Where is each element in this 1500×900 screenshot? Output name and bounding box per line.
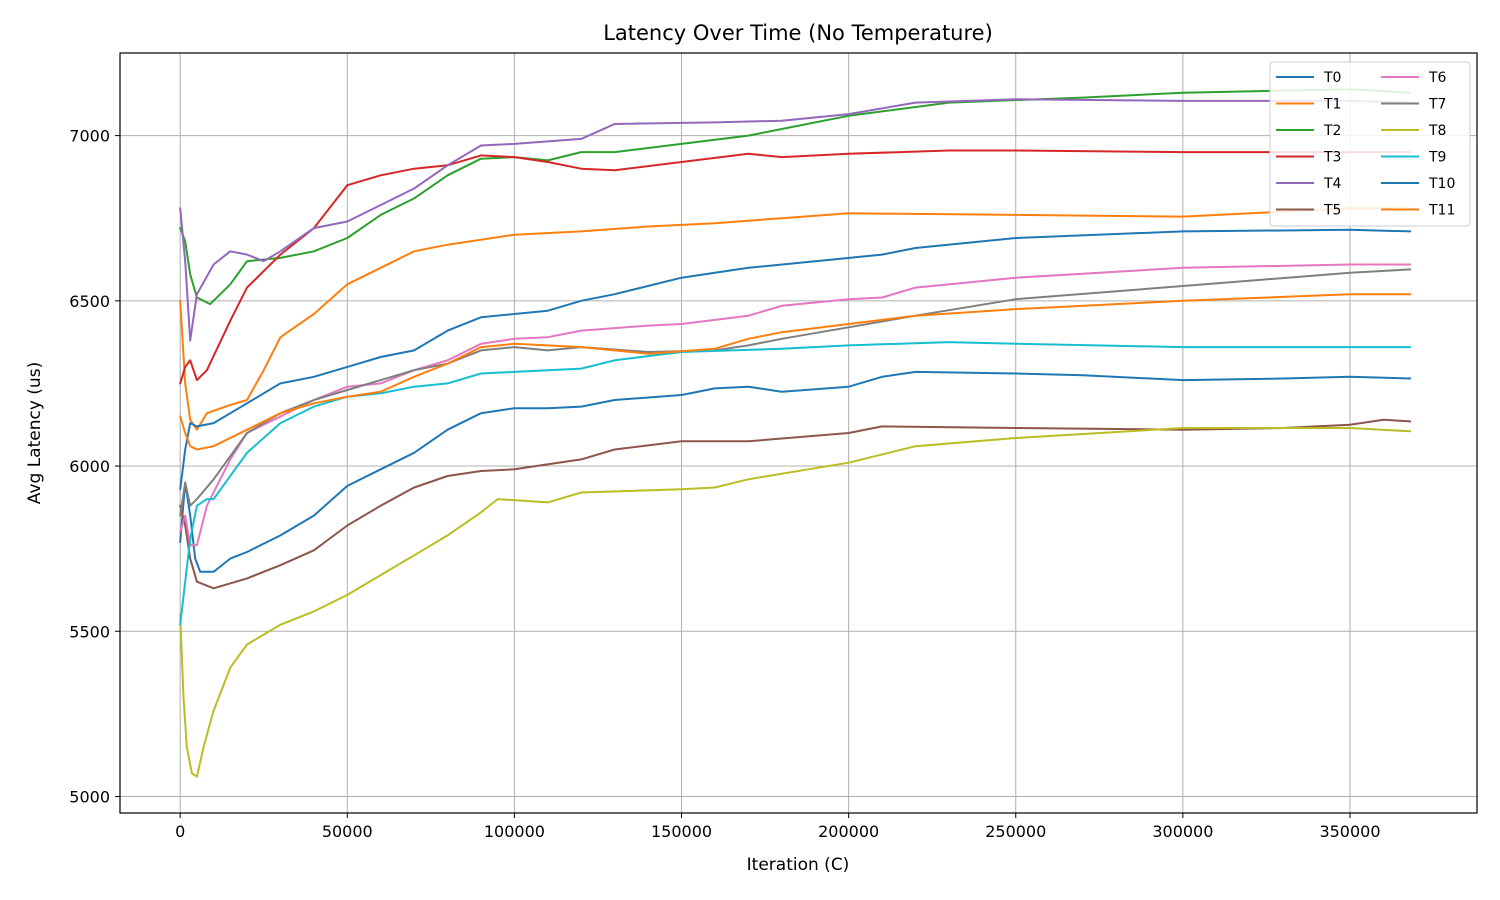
series-line-t0 — [179, 370, 1412, 573]
y-tick-label: 5500 — [69, 622, 110, 641]
series-line-t7 — [179, 268, 1412, 517]
series-line-t11 — [179, 293, 1412, 451]
x-tick-label: 100000 — [484, 822, 545, 841]
chart-title: Latency Over Time (No Temperature) — [603, 21, 993, 45]
legend-label-t6: T6 — [1428, 70, 1447, 86]
legend-label-t10: T10 — [1428, 176, 1455, 192]
series-line-t1 — [179, 207, 1412, 431]
legend-label-t4: T4 — [1323, 176, 1342, 192]
series-line-t2 — [179, 88, 1412, 306]
series-lines — [179, 88, 1412, 778]
series-line-t10 — [179, 228, 1412, 491]
legend: T0 T1 T2 T3 T4 T5 T6 T7 T8 T9 T10 T11 — [1269, 61, 1471, 227]
legend-label-t2: T2 — [1323, 123, 1341, 139]
series-line-t5 — [179, 418, 1412, 590]
series-line-t4 — [179, 98, 1412, 342]
legend-label-t1: T1 — [1323, 97, 1341, 113]
legend-label-t5: T5 — [1323, 203, 1341, 219]
legend-box — [1269, 61, 1471, 227]
x-axis-label: Iteration (C) — [747, 855, 850, 875]
legend-label-t3: T3 — [1323, 150, 1341, 166]
x-tick-label: 350000 — [1319, 822, 1380, 841]
legend-label-t0: T0 — [1323, 70, 1341, 86]
series-line-t8 — [179, 427, 1412, 778]
series-line-t9 — [179, 341, 1412, 626]
legend-label-t8: T8 — [1428, 123, 1446, 139]
x-tick-label: 50000 — [322, 822, 373, 841]
y-tick-label: 7000 — [69, 127, 110, 146]
legend-label-t7: T7 — [1428, 97, 1446, 113]
y-tick-label: 6000 — [69, 457, 110, 476]
axis-ticks: 0 50000 100000 150000 200000 250000 300000 3500… — [69, 127, 1380, 841]
y-axis-label: Avg Latency (us) — [25, 362, 45, 504]
legend-label-t9: T9 — [1428, 150, 1446, 166]
series-line-t6 — [179, 263, 1412, 547]
x-tick-label: 250000 — [985, 822, 1046, 841]
x-tick-label: 150000 — [651, 822, 712, 841]
plot-frame — [119, 52, 1478, 814]
x-tick-label: 200000 — [818, 822, 879, 841]
series-line-t3 — [179, 149, 1412, 385]
y-tick-label: 5000 — [69, 787, 110, 806]
x-tick-label: 0 — [175, 822, 185, 841]
x-tick-label: 300000 — [1152, 822, 1213, 841]
legend-label-t11: T11 — [1428, 203, 1455, 219]
y-tick-label: 6500 — [69, 292, 110, 311]
